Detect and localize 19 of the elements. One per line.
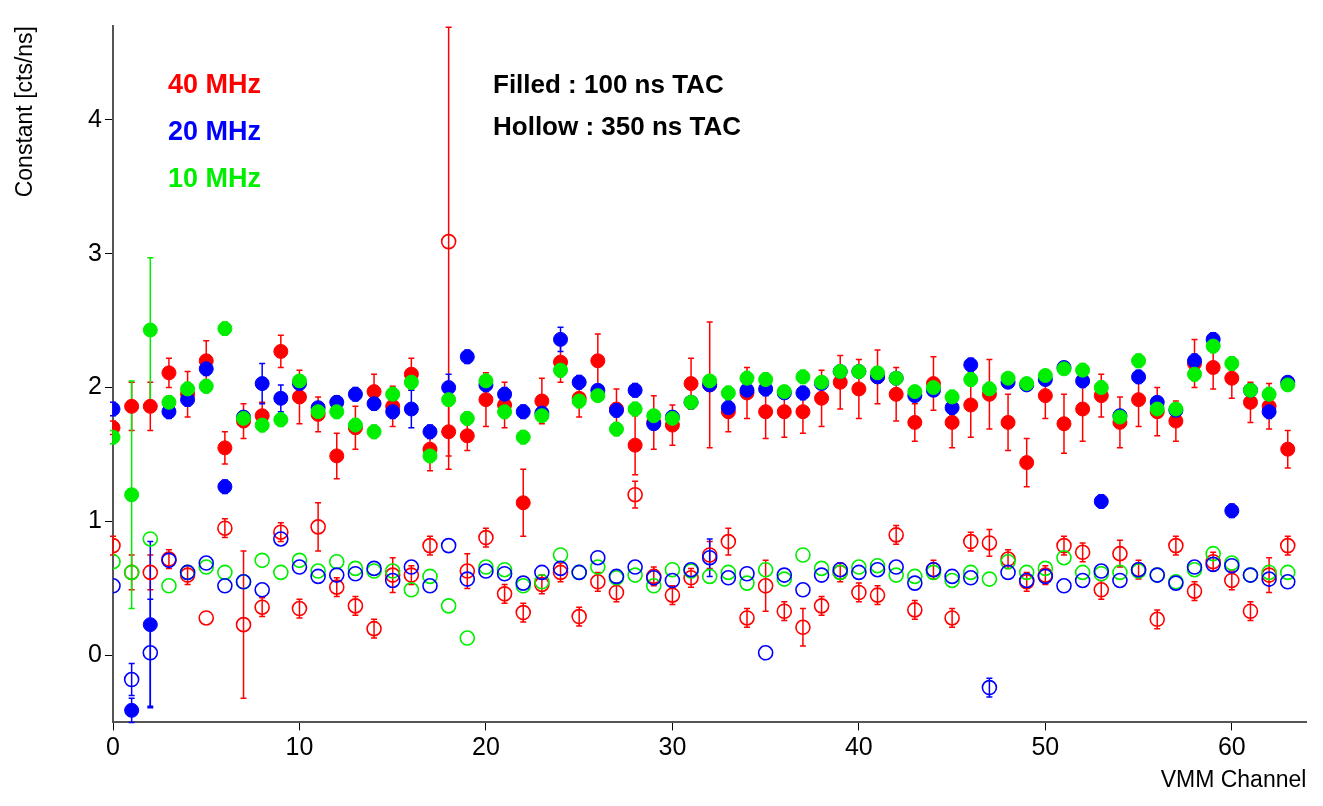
text: 40 MHz xyxy=(168,69,262,100)
y-tick-label: 3 xyxy=(88,237,102,266)
y-tick-label: 2 xyxy=(88,371,102,400)
x-tick-label: 0 xyxy=(106,732,120,761)
x-tick-label: 50 xyxy=(1031,732,1060,761)
y-tick-label: 1 xyxy=(88,505,102,534)
x-tick-label: 60 xyxy=(1217,732,1246,761)
y-tick-label: 0 xyxy=(88,639,102,668)
x-tick-label: 30 xyxy=(658,732,687,761)
x-tick-label: 10 xyxy=(285,732,314,761)
x-tick-label: 40 xyxy=(844,732,873,761)
annotation: Hollow : 350 ns TAC xyxy=(493,111,742,142)
annotation: Filled : 100 ns TAC xyxy=(493,69,724,100)
x-axis-title: VMM Channel xyxy=(1160,765,1307,792)
y-tick-label: 4 xyxy=(88,103,103,132)
x-tick-label: 20 xyxy=(472,732,500,761)
y-axis-title: Constant [cts/ns] xyxy=(11,26,38,198)
text: 10 MHz xyxy=(168,163,262,194)
text: 20 MHz xyxy=(168,116,262,147)
